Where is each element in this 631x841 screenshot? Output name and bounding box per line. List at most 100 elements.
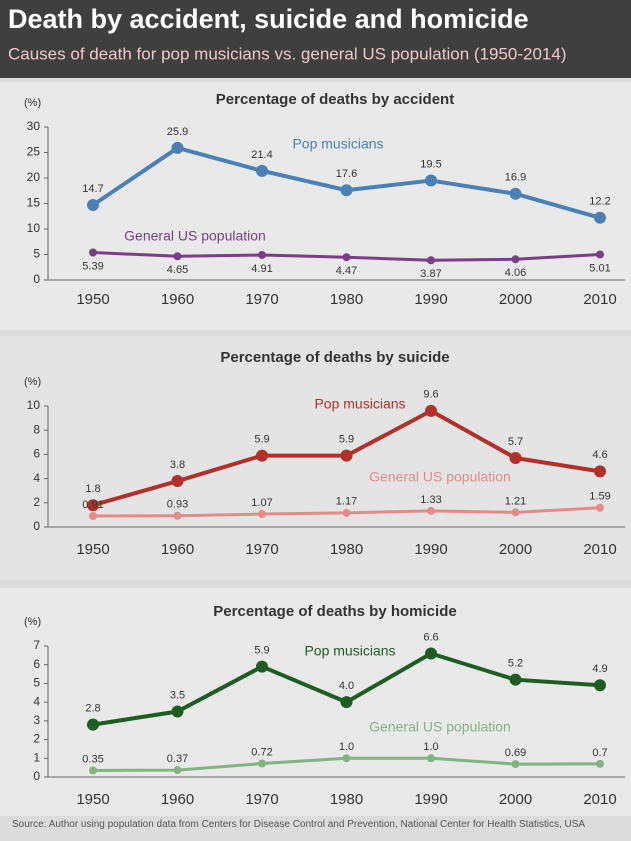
legend-label: General US population — [124, 228, 266, 244]
data-point — [258, 250, 266, 259]
data-point — [594, 211, 606, 224]
data-point — [594, 679, 606, 692]
data-point — [340, 449, 353, 462]
panel — [0, 588, 631, 816]
data-point — [173, 511, 182, 520]
data-label: 1.0 — [339, 741, 354, 753]
x-tick-label: 1990 — [414, 291, 447, 308]
data-label: 9.6 — [423, 389, 438, 401]
y-tick-label: 1 — [33, 750, 40, 764]
page-title: Death by accident, suicide and homicide — [8, 4, 529, 34]
data-label: 19.5 — [420, 158, 441, 170]
data-point — [171, 475, 184, 488]
data-label: 5.9 — [254, 434, 269, 446]
y-tick-label: 20 — [27, 170, 41, 184]
data-label: 5.7 — [508, 436, 523, 448]
data-label: 1.59 — [589, 491, 610, 503]
x-tick-label: 1990 — [414, 791, 447, 808]
source-note: Source: Author using population data fro… — [12, 819, 586, 830]
data-point — [87, 199, 99, 212]
data-point — [509, 187, 522, 200]
y-axis-label: (%) — [24, 616, 41, 628]
x-tick-label: 1960 — [161, 541, 194, 558]
page-subtitle: Causes of death for pop musicians vs. ge… — [8, 44, 567, 63]
x-tick-label: 1950 — [76, 291, 109, 308]
data-label: 4.0 — [339, 680, 354, 692]
data-label: 5.39 — [82, 260, 103, 272]
data-point — [258, 510, 266, 519]
y-tick-label: 25 — [27, 145, 41, 159]
y-tick-label: 2 — [33, 732, 40, 746]
data-label: 21.4 — [251, 149, 272, 161]
legend-label: Pop musicians — [314, 396, 405, 412]
data-label: 14.7 — [82, 183, 103, 195]
y-tick-label: 30 — [27, 119, 41, 133]
data-point — [87, 718, 99, 731]
data-label: 6.6 — [423, 631, 438, 643]
data-point — [509, 452, 522, 465]
data-label: 1.33 — [420, 494, 441, 506]
data-label: 0.69 — [505, 747, 526, 759]
data-point — [340, 184, 353, 197]
data-point — [89, 511, 97, 520]
x-tick-label: 2000 — [499, 541, 532, 558]
data-label: 5.01 — [589, 262, 610, 274]
data-label: 0.7 — [592, 747, 607, 759]
data-label: 12.2 — [589, 196, 610, 208]
data-label: 4.06 — [505, 267, 526, 279]
data-point — [596, 503, 604, 512]
x-tick-label: 1970 — [245, 541, 278, 558]
data-point — [173, 252, 182, 261]
x-tick-label: 1980 — [330, 541, 363, 558]
x-tick-label: 1980 — [330, 291, 363, 308]
data-label: 0.91 — [82, 499, 103, 511]
x-tick-label: 1960 — [161, 291, 194, 308]
data-point — [258, 759, 266, 768]
chart-title: Percentage of deaths by homicide — [213, 603, 456, 620]
data-label: 0.35 — [82, 753, 103, 765]
data-label: 3.87 — [420, 268, 441, 280]
data-point — [173, 766, 182, 775]
data-point — [425, 647, 437, 660]
data-label: 1.17 — [336, 496, 357, 508]
data-label: 5.9 — [254, 644, 269, 656]
y-tick-label: 2 — [33, 495, 40, 509]
y-tick-label: 5 — [33, 247, 40, 261]
x-tick-label: 2010 — [583, 541, 616, 558]
data-label: 5.2 — [508, 658, 523, 670]
data-label: 1.07 — [251, 497, 272, 509]
y-tick-label: 3 — [33, 713, 40, 727]
data-point — [594, 465, 606, 478]
x-tick-label: 1950 — [76, 791, 109, 808]
x-tick-label: 1970 — [245, 291, 278, 308]
data-label: 0.93 — [167, 499, 188, 511]
y-tick-label: 0 — [33, 769, 40, 783]
legend-label: General US population — [369, 469, 511, 485]
data-label: 4.6 — [592, 449, 607, 461]
y-axis-label: (%) — [24, 376, 41, 388]
data-point — [342, 508, 351, 517]
x-tick-label: 1980 — [330, 791, 363, 808]
x-tick-label: 2000 — [499, 291, 532, 308]
panel — [0, 82, 631, 330]
x-tick-label: 2010 — [583, 791, 616, 808]
x-tick-label: 2000 — [499, 791, 532, 808]
y-tick-label: 8 — [33, 422, 40, 436]
data-point — [425, 404, 437, 417]
data-label: 1.0 — [423, 741, 438, 753]
y-tick-label: 4 — [33, 694, 40, 708]
y-tick-label: 0 — [33, 519, 40, 533]
data-label: 4.91 — [251, 263, 272, 275]
y-tick-label: 6 — [33, 447, 40, 461]
data-label: 3.8 — [170, 459, 185, 471]
data-label: 16.9 — [505, 172, 526, 184]
legend-label: Pop musicians — [292, 136, 383, 152]
data-point — [511, 508, 520, 517]
data-point — [509, 673, 522, 686]
y-axis-label: (%) — [24, 97, 41, 109]
data-point — [596, 250, 604, 259]
y-tick-label: 7 — [33, 638, 40, 652]
y-tick-label: 4 — [33, 471, 40, 485]
data-label: 4.9 — [592, 663, 607, 675]
